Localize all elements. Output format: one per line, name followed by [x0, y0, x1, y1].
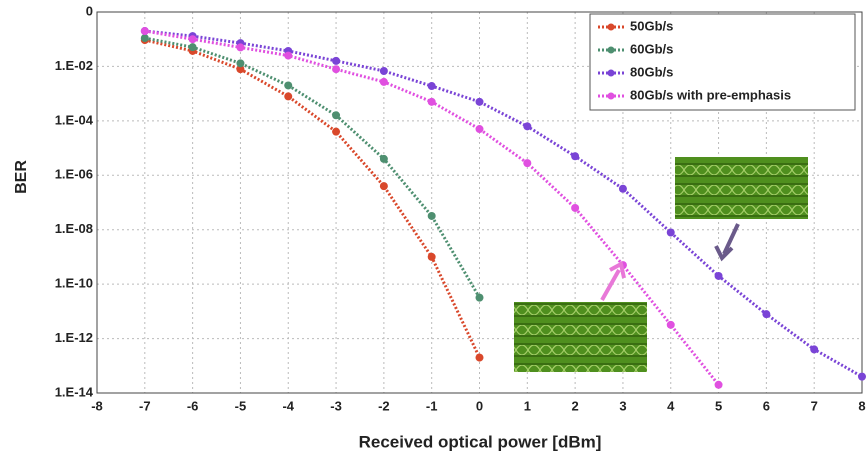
data-point [141, 27, 149, 35]
x-tick-label: 6 [763, 398, 770, 413]
data-point [332, 57, 340, 65]
data-point [476, 354, 484, 362]
data-point [715, 272, 723, 280]
eye-diagram [514, 302, 647, 372]
x-tick-label: 5 [715, 398, 722, 413]
legend-label: 50Gb/s [630, 18, 673, 33]
data-point [619, 185, 627, 193]
data-point [476, 98, 484, 106]
data-point [476, 125, 484, 133]
x-tick-label: -7 [139, 398, 151, 413]
data-point [571, 204, 579, 212]
data-point [715, 381, 723, 389]
x-tick-label: 4 [667, 398, 675, 413]
x-tick-label: -3 [330, 398, 342, 413]
x-tick-label: -6 [187, 398, 199, 413]
data-point [380, 78, 388, 86]
arrow [716, 224, 738, 258]
x-tick-label: 2 [572, 398, 579, 413]
legend-label: 60Gb/s [630, 41, 673, 56]
eye-diagram [675, 157, 808, 219]
data-point [284, 81, 292, 89]
data-point [284, 92, 292, 100]
x-tick-label: -5 [235, 398, 247, 413]
legend-label: 80Gb/s with pre-emphasis [630, 87, 791, 102]
data-point [476, 294, 484, 302]
data-point [236, 59, 244, 67]
x-tick-label: 3 [619, 398, 626, 413]
arrow [602, 264, 624, 300]
legend-marker [608, 47, 615, 54]
y-tick-label: 1.E-02 [55, 58, 93, 73]
data-point [284, 52, 292, 60]
x-tick-label: 8 [858, 398, 865, 413]
x-axis-label: Received optical power [dBm] [359, 432, 602, 451]
legend-marker [608, 93, 615, 100]
y-tick-label: 1.E-04 [55, 112, 94, 127]
legend-marker [608, 70, 615, 77]
y-tick-label: 1.E-10 [55, 276, 93, 291]
data-point [236, 43, 244, 51]
data-point [189, 35, 197, 43]
data-point [667, 321, 675, 329]
data-point [762, 310, 770, 318]
data-point [189, 43, 197, 51]
x-tick-label: -1 [426, 398, 438, 413]
data-point [380, 155, 388, 163]
y-tick-label: 1.E-08 [55, 221, 93, 236]
data-point [523, 122, 531, 130]
y-tick-label: 0 [86, 3, 93, 18]
data-point [667, 229, 675, 237]
data-point [332, 111, 340, 119]
x-tick-label: -4 [282, 398, 294, 413]
chart: BER Received optical power [dBm] 0 1.E-02… [0, 0, 867, 461]
x-tick-label: 7 [811, 398, 818, 413]
legend-marker [608, 24, 615, 31]
y-axis-label: BER [13, 160, 30, 194]
x-tick-label: 1 [524, 398, 531, 413]
x-tick-label: 0 [476, 398, 483, 413]
data-point [380, 182, 388, 190]
data-point [523, 159, 531, 167]
data-point [332, 128, 340, 136]
data-point [810, 345, 818, 353]
x-tick-label: -2 [378, 398, 390, 413]
data-point [141, 34, 149, 42]
y-tick-label: 1.E-06 [55, 167, 93, 182]
data-point [428, 82, 436, 90]
data-point [428, 98, 436, 106]
y-tick-label: 1.E-12 [55, 330, 93, 345]
y-tick-label: 1.E-14 [55, 384, 94, 399]
data-point [332, 65, 340, 73]
data-point [428, 253, 436, 261]
data-point [571, 152, 579, 160]
data-point [380, 67, 388, 75]
x-tick-label: -8 [91, 398, 103, 413]
data-point [858, 373, 866, 381]
data-point [428, 212, 436, 220]
legend-label: 80Gb/s [630, 64, 673, 79]
